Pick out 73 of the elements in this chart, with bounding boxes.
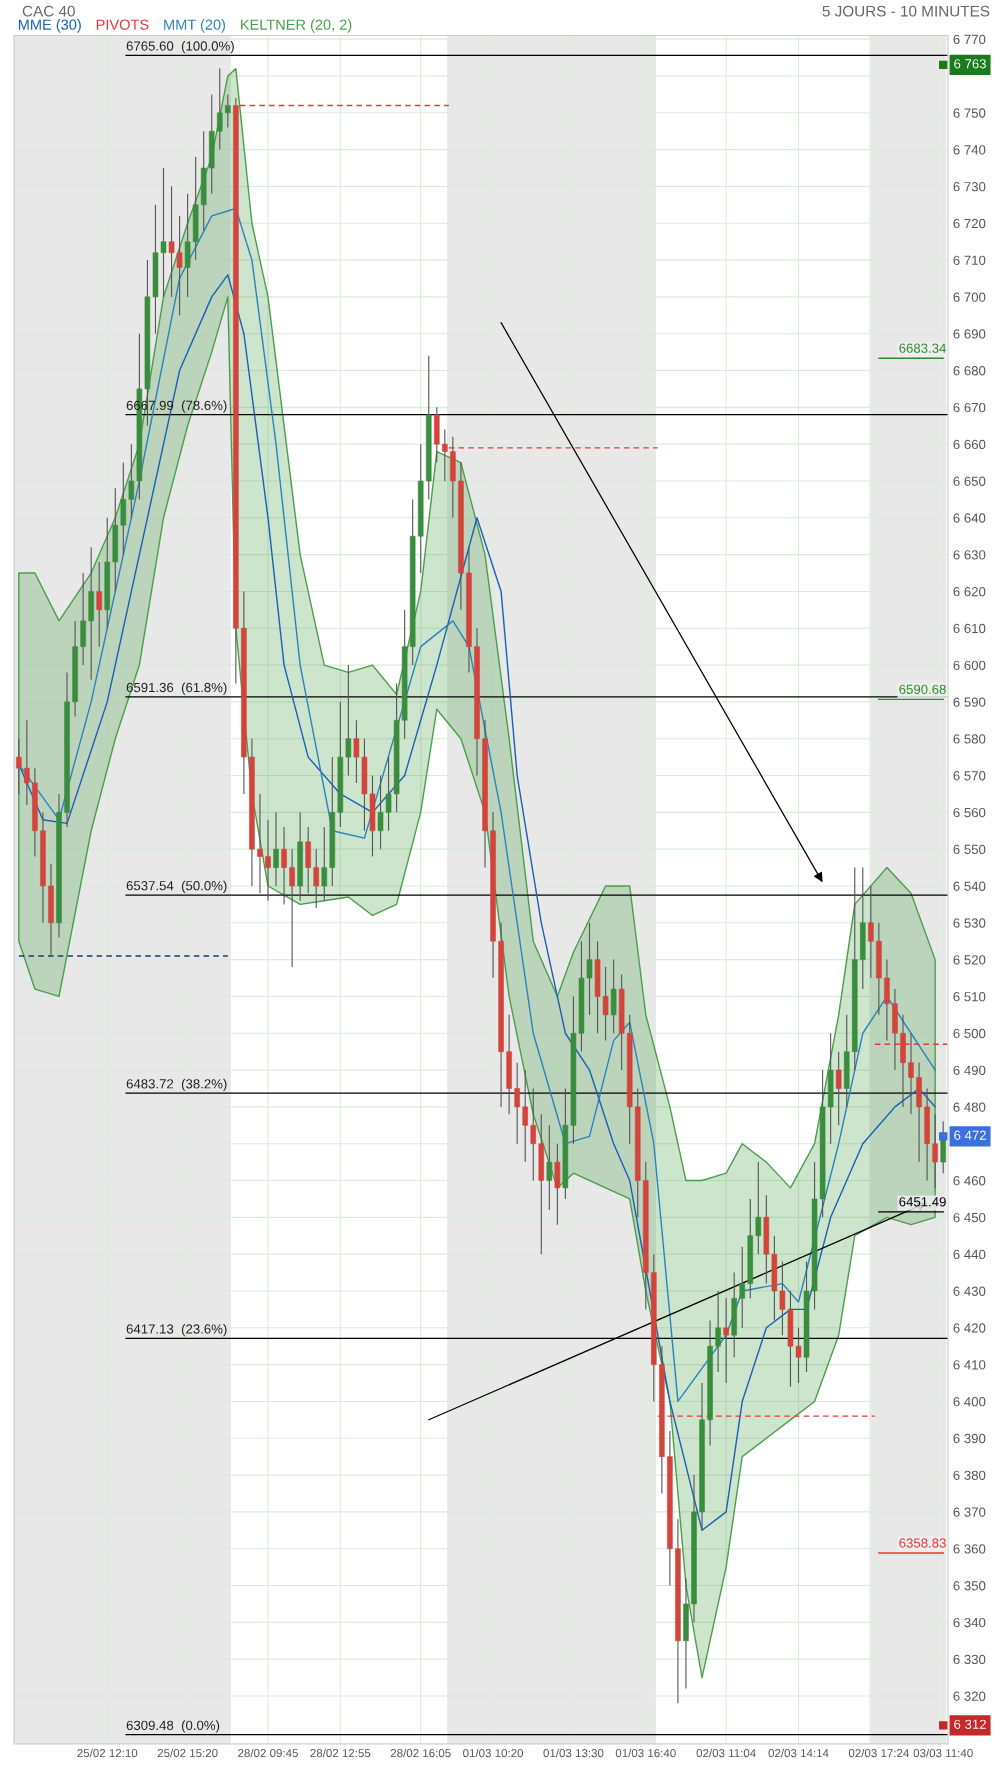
ref-line-label: 6537.54 (50.0%): [126, 880, 227, 893]
y-tick-label: 6 720: [953, 218, 986, 229]
text: MMT (20): [164, 19, 226, 33]
y-tick-label: 6 540: [953, 881, 986, 891]
x-tick-label: 02/03 17:24: [848, 1748, 909, 1758]
y-tick-label: 6 690: [953, 329, 986, 339]
ref-line-label: 6309.48 (0.0%): [126, 1720, 220, 1733]
x-tick-label: 02/03 14:14: [768, 1748, 829, 1758]
y-tick-label: 6 520: [953, 955, 986, 965]
y-tick-label: 6 460: [953, 1176, 986, 1186]
data-label: 6 312: [954, 1719, 986, 1729]
y-tick-label: 6 590: [953, 697, 986, 707]
ref-line-label: 6417.13 (23.6%): [126, 1323, 227, 1337]
data-label: 6 763: [954, 59, 986, 69]
y-tick-label: 6 400: [953, 1397, 986, 1407]
y-tick-label: 6 380: [953, 1470, 986, 1480]
data-label: 6358.83: [899, 1538, 946, 1548]
legend-label: KELTNER (20, 2): [241, 19, 352, 33]
y-tick-label: 6 480: [953, 1102, 986, 1112]
y-tick-label: 6 500: [953, 1028, 986, 1039]
y-tick-label: 6 320: [953, 1691, 986, 1701]
data-label: 6 472: [954, 1130, 986, 1140]
y-tick-label: 6 340: [953, 1617, 986, 1628]
x-tick-label: 01/03 16:40: [615, 1748, 676, 1758]
y-tick-label: 6 570: [953, 771, 986, 781]
x-tick-label: 02/03 11:04: [696, 1748, 756, 1758]
y-tick-label: 6 420: [953, 1323, 986, 1333]
y-tick-label: 6 750: [953, 108, 986, 118]
y-tick-label: 6 430: [953, 1286, 986, 1296]
ref-line-label: 6765.60 (100.0%): [126, 40, 234, 54]
y-tick-label: 6 710: [953, 255, 986, 265]
x-tick-label: 25/02 12:10: [77, 1748, 138, 1758]
y-tick-label: 6 680: [953, 366, 986, 376]
x-tick-label: 28/02 12:55: [310, 1748, 371, 1758]
y-tick-label: 6 530: [953, 918, 986, 928]
data-label: 6683.34: [899, 343, 947, 353]
chart-title: CAC 40: [22, 5, 75, 17]
chart-subtitle: 5 JOURS - 10 MINUTES: [822, 5, 990, 17]
y-tick-label: 6 740: [953, 145, 986, 155]
y-tick-label: 6 440: [953, 1249, 986, 1260]
y-tick-label: 6 360: [953, 1544, 986, 1554]
x-tick-label: 01/03 10:20: [463, 1748, 524, 1758]
y-tick-label: 6 770: [953, 34, 986, 45]
y-tick-label: 6 640: [953, 513, 986, 523]
y-tick-label: 6 390: [953, 1433, 986, 1444]
ref-line-label: 6483.72 (38.2%): [126, 1078, 227, 1092]
y-tick-label: 6 370: [953, 1507, 986, 1517]
y-tick-label: 6 620: [953, 587, 986, 597]
y-tick-label: 6 650: [953, 476, 986, 486]
data-label: 6590.68: [899, 684, 946, 694]
x-tick-label: 25/02 15:20: [157, 1748, 218, 1758]
y-tick-label: 6 700: [953, 292, 986, 302]
y-tick-label: 6 510: [953, 992, 986, 1002]
x-tick-label: 28/02 16:05: [390, 1748, 451, 1758]
text: PIVOTS: [96, 19, 149, 30]
y-tick-label: 6 630: [953, 550, 986, 560]
y-tick-label: 6 330: [953, 1654, 986, 1665]
y-tick-label: 6 560: [953, 807, 986, 818]
y-tick-label: 6 580: [953, 734, 986, 744]
y-tick-label: 6 490: [953, 1065, 986, 1075]
x-tick-label: 28/02 09:45: [238, 1748, 298, 1758]
x-tick-label: 03/03 11:40: [913, 1748, 973, 1758]
y-tick-label: 6 410: [953, 1360, 986, 1370]
y-tick-label: 6 660: [953, 439, 986, 450]
x-tick-label: 01/03 13:30: [543, 1748, 604, 1758]
y-tick-label: 6 600: [953, 660, 986, 670]
y-tick-label: 6 350: [953, 1581, 986, 1591]
y-tick-label: 6 450: [953, 1212, 986, 1223]
y-tick-label: 6 730: [953, 182, 986, 192]
y-tick-label: 6 550: [953, 844, 986, 855]
y-tick-label: 6 670: [953, 402, 986, 413]
text: MME (30): [18, 19, 81, 33]
y-tick-label: 6 610: [953, 623, 986, 634]
